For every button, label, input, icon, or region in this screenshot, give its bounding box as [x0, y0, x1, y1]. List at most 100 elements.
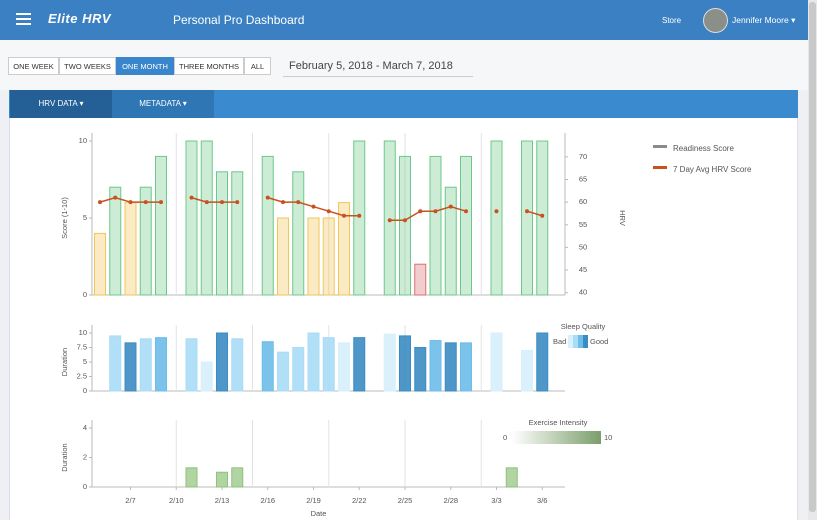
store-link[interactable]: Store: [662, 16, 682, 25]
bar: [490, 332, 503, 392]
page-title: Personal Pro Dashboard: [173, 13, 305, 27]
y-tick-label: 4: [83, 423, 87, 432]
scroll-thumb[interactable]: [809, 2, 816, 512]
tab-label: HRV DATA: [38, 99, 78, 108]
legend-swatch: [578, 335, 583, 348]
hrv-point: [403, 218, 407, 223]
bar: [216, 332, 228, 392]
y2-tick-label: 50: [579, 242, 587, 251]
bar: [124, 342, 137, 392]
hrv-point: [220, 200, 224, 205]
bar: [200, 140, 213, 296]
bar: [399, 155, 411, 296]
hrv-point: [113, 195, 118, 200]
bar: [536, 332, 549, 392]
avatar[interactable]: [703, 8, 728, 33]
bar: [231, 338, 244, 392]
x-tick-label: 3/3: [491, 496, 501, 505]
bar: [460, 342, 472, 392]
legend-swatch: [568, 335, 573, 348]
y-tick-label: 0: [83, 290, 87, 299]
bar: [261, 341, 274, 392]
y2-tick-label: 45: [579, 265, 587, 274]
x-tick-label: 2/7: [125, 496, 135, 505]
x-tick-label: 3/6: [537, 496, 547, 505]
x-tick-label: 2/22: [352, 496, 367, 505]
user-name: Jennifer Moore: [732, 15, 789, 25]
x-tick-label: 2/28: [443, 496, 458, 505]
bar: [399, 335, 411, 392]
hrv-point: [98, 200, 102, 205]
bar: [322, 217, 335, 296]
bar: [536, 140, 549, 296]
bar: [94, 232, 106, 296]
bar: [200, 361, 213, 392]
hrv-point: [464, 209, 468, 214]
y-axis-title: Duration: [60, 443, 69, 471]
header: Elite HRV Personal Pro Dashboard Store J…: [0, 0, 808, 40]
user-menu[interactable]: Jennifer Moore ▾: [732, 15, 796, 25]
bar: [216, 171, 228, 296]
tab[interactable]: METADATA ▾: [112, 90, 214, 118]
hrv-point: [189, 195, 194, 200]
y-tick-label: 10: [79, 328, 87, 337]
bar: [155, 337, 167, 392]
hrv-point: [448, 204, 453, 209]
y-axis-title: Duration: [60, 348, 69, 376]
bar: [277, 351, 289, 392]
bar: [383, 140, 396, 296]
range-button[interactable]: TWO WEEKS: [59, 57, 116, 75]
bar: [109, 335, 122, 392]
legend-low: Bad: [553, 337, 567, 346]
legend-title: Sleep Quality: [560, 322, 606, 331]
tab[interactable]: HRV DATA ▾: [10, 90, 112, 118]
hrv-point: [265, 195, 270, 200]
bar: [505, 467, 518, 488]
bar: [322, 337, 335, 392]
hrv-point: [281, 200, 285, 205]
range-button[interactable]: ONE MONTH: [116, 57, 174, 75]
menu-icon[interactable]: [0, 0, 40, 40]
legend-swatch: [573, 335, 578, 348]
range-button[interactable]: ONE WEEK: [8, 57, 59, 75]
hrv-point: [326, 209, 331, 214]
hrv-point: [525, 209, 529, 214]
bar: [490, 140, 503, 296]
hrv-point: [143, 200, 148, 205]
bar: [185, 338, 198, 392]
hrv-point: [128, 200, 133, 205]
bar: [292, 347, 305, 392]
bar: [383, 333, 396, 392]
legend-swatch: [653, 145, 667, 148]
bar: [444, 342, 457, 392]
hrv-point: [296, 200, 301, 205]
bar: [338, 202, 350, 296]
y2-tick-label: 55: [579, 220, 587, 229]
bar: [460, 155, 472, 296]
legend-min: 0: [503, 433, 508, 442]
bar: [124, 202, 137, 296]
legend-max: 10: [604, 433, 613, 442]
y-tick-label: 5: [83, 213, 87, 222]
bar: [307, 332, 320, 392]
bar: [353, 337, 366, 392]
range-button[interactable]: THREE MONTHS: [174, 57, 244, 75]
y-tick-label: 0: [83, 482, 87, 491]
bar: [277, 217, 289, 296]
hrv-point: [311, 204, 316, 209]
bar: [429, 155, 442, 296]
logo[interactable]: Elite HRV: [48, 11, 112, 26]
legend-swatch: [583, 335, 588, 348]
bar: [521, 349, 533, 392]
legend-label: 7 Day Avg HRV Score: [673, 165, 752, 174]
y-tick-label: 5: [83, 357, 87, 366]
chart-card: [9, 118, 798, 520]
date-range[interactable]: February 5, 2018 - March 7, 2018: [289, 60, 453, 72]
bar: [185, 467, 198, 488]
bar: [261, 155, 274, 296]
y-tick-label: 0: [83, 386, 87, 395]
legend-high: Good: [590, 337, 609, 346]
hrv-point: [235, 200, 240, 205]
x-tick-label: 2/25: [398, 496, 413, 505]
range-button[interactable]: ALL: [244, 57, 271, 75]
